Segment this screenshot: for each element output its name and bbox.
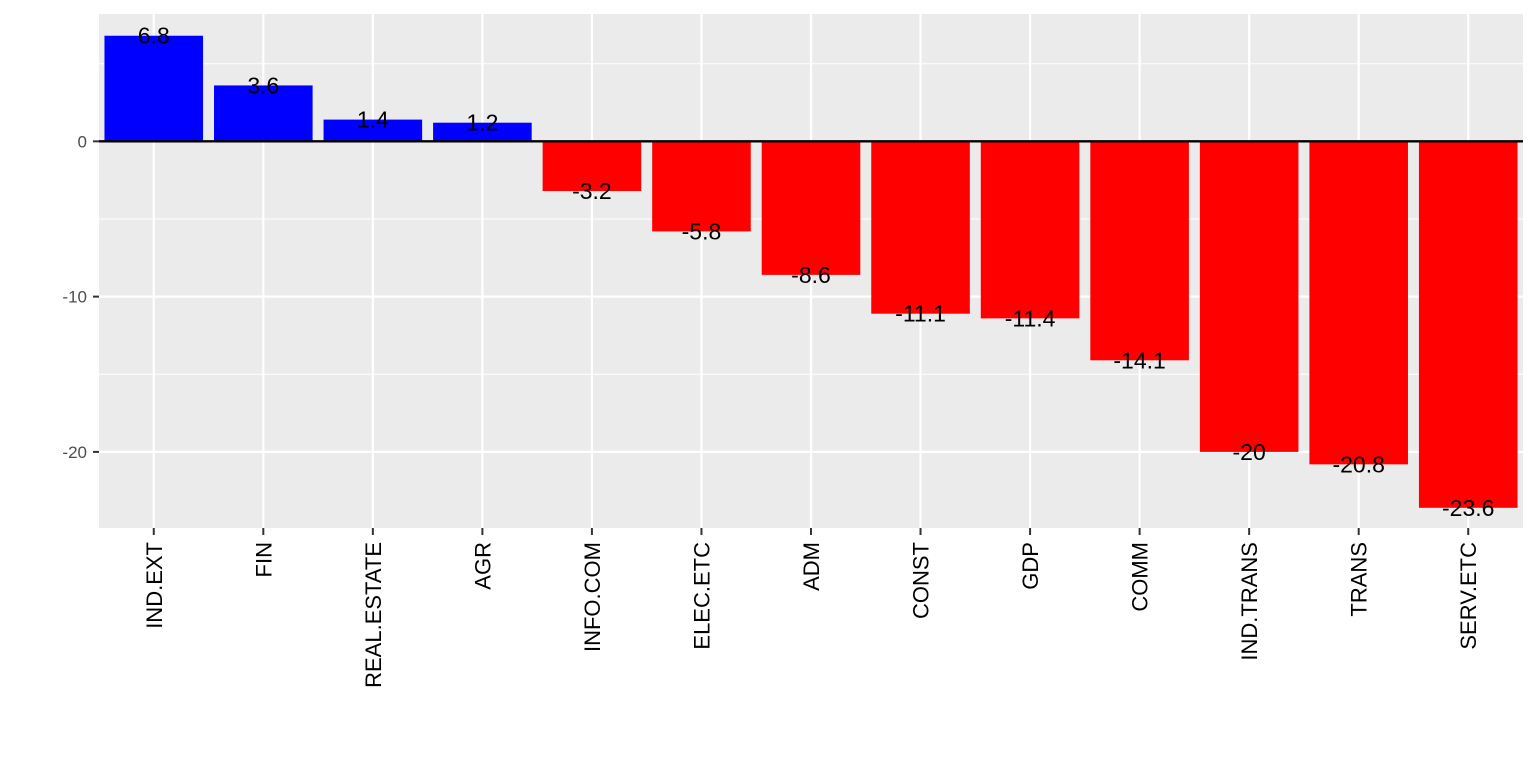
x-tick-label: IND.TRANS: [1237, 542, 1262, 661]
data-label: -14.1: [1113, 347, 1165, 373]
x-tick-label: COMM: [1128, 542, 1153, 612]
data-labels-group: 6.8 3.6 1.4 1.2 -3.2 -5.8 -8.6 -11.1 -11.4 -14.1 -…: [138, 23, 1495, 521]
data-label: 6.8: [138, 23, 170, 49]
bar-trans: [1309, 141, 1408, 465]
data-label: -23.6: [1442, 495, 1494, 521]
bar-adm: [761, 141, 861, 275]
data-label: -3.2: [572, 178, 612, 204]
x-tick-label: CONST: [909, 542, 934, 619]
bar-agr: [433, 122, 532, 142]
data-label: -20.8: [1332, 451, 1384, 477]
bars-group: [104, 35, 1518, 508]
x-tick-label: GDP: [1018, 542, 1043, 590]
x-axis: IND.EXT FIN REAL.ESTATE AGR INFO.COM ELEC.ETC…: [142, 528, 1481, 688]
bar-const: [871, 141, 970, 314]
x-tick-label: TRANS: [1347, 542, 1372, 617]
bar-comm: [1090, 141, 1189, 361]
data-label: -11.1: [895, 301, 946, 327]
bar-ind-trans: [1199, 141, 1299, 452]
data-label: -11.4: [1005, 305, 1056, 331]
data-label: -8.6: [791, 262, 831, 288]
x-tick-label: ADM: [799, 542, 824, 591]
y-tick-label: -10: [62, 288, 87, 307]
y-tick-label: 0: [78, 132, 87, 151]
data-label: 1.4: [357, 107, 389, 133]
data-label: -5.8: [682, 218, 722, 244]
bar-real-estate: [323, 119, 423, 142]
bar-fin: [214, 85, 313, 142]
x-tick-label: INFO.COM: [580, 542, 605, 652]
data-label: 1.2: [466, 110, 498, 136]
data-label: -20: [1233, 439, 1266, 465]
bar-elec-etc: [652, 141, 751, 232]
bar-serv-etc: [1418, 141, 1518, 508]
bar-gdp: [980, 141, 1080, 319]
x-tick-label: IND.EXT: [142, 542, 167, 629]
data-label: 3.6: [247, 72, 279, 98]
x-tick-label: ELEC.ETC: [689, 542, 714, 650]
x-tick-label: FIN: [251, 542, 276, 577]
bar-ind-ext: [104, 35, 204, 142]
y-axis: 0 -10 -20: [62, 132, 99, 462]
x-tick-label: REAL.ESTATE: [361, 542, 386, 688]
bar-info-com: [542, 141, 642, 192]
y-tick-label: -20: [62, 443, 87, 462]
x-tick-label: SERV.ETC: [1456, 542, 1481, 650]
x-tick-label: AGR: [470, 542, 495, 590]
